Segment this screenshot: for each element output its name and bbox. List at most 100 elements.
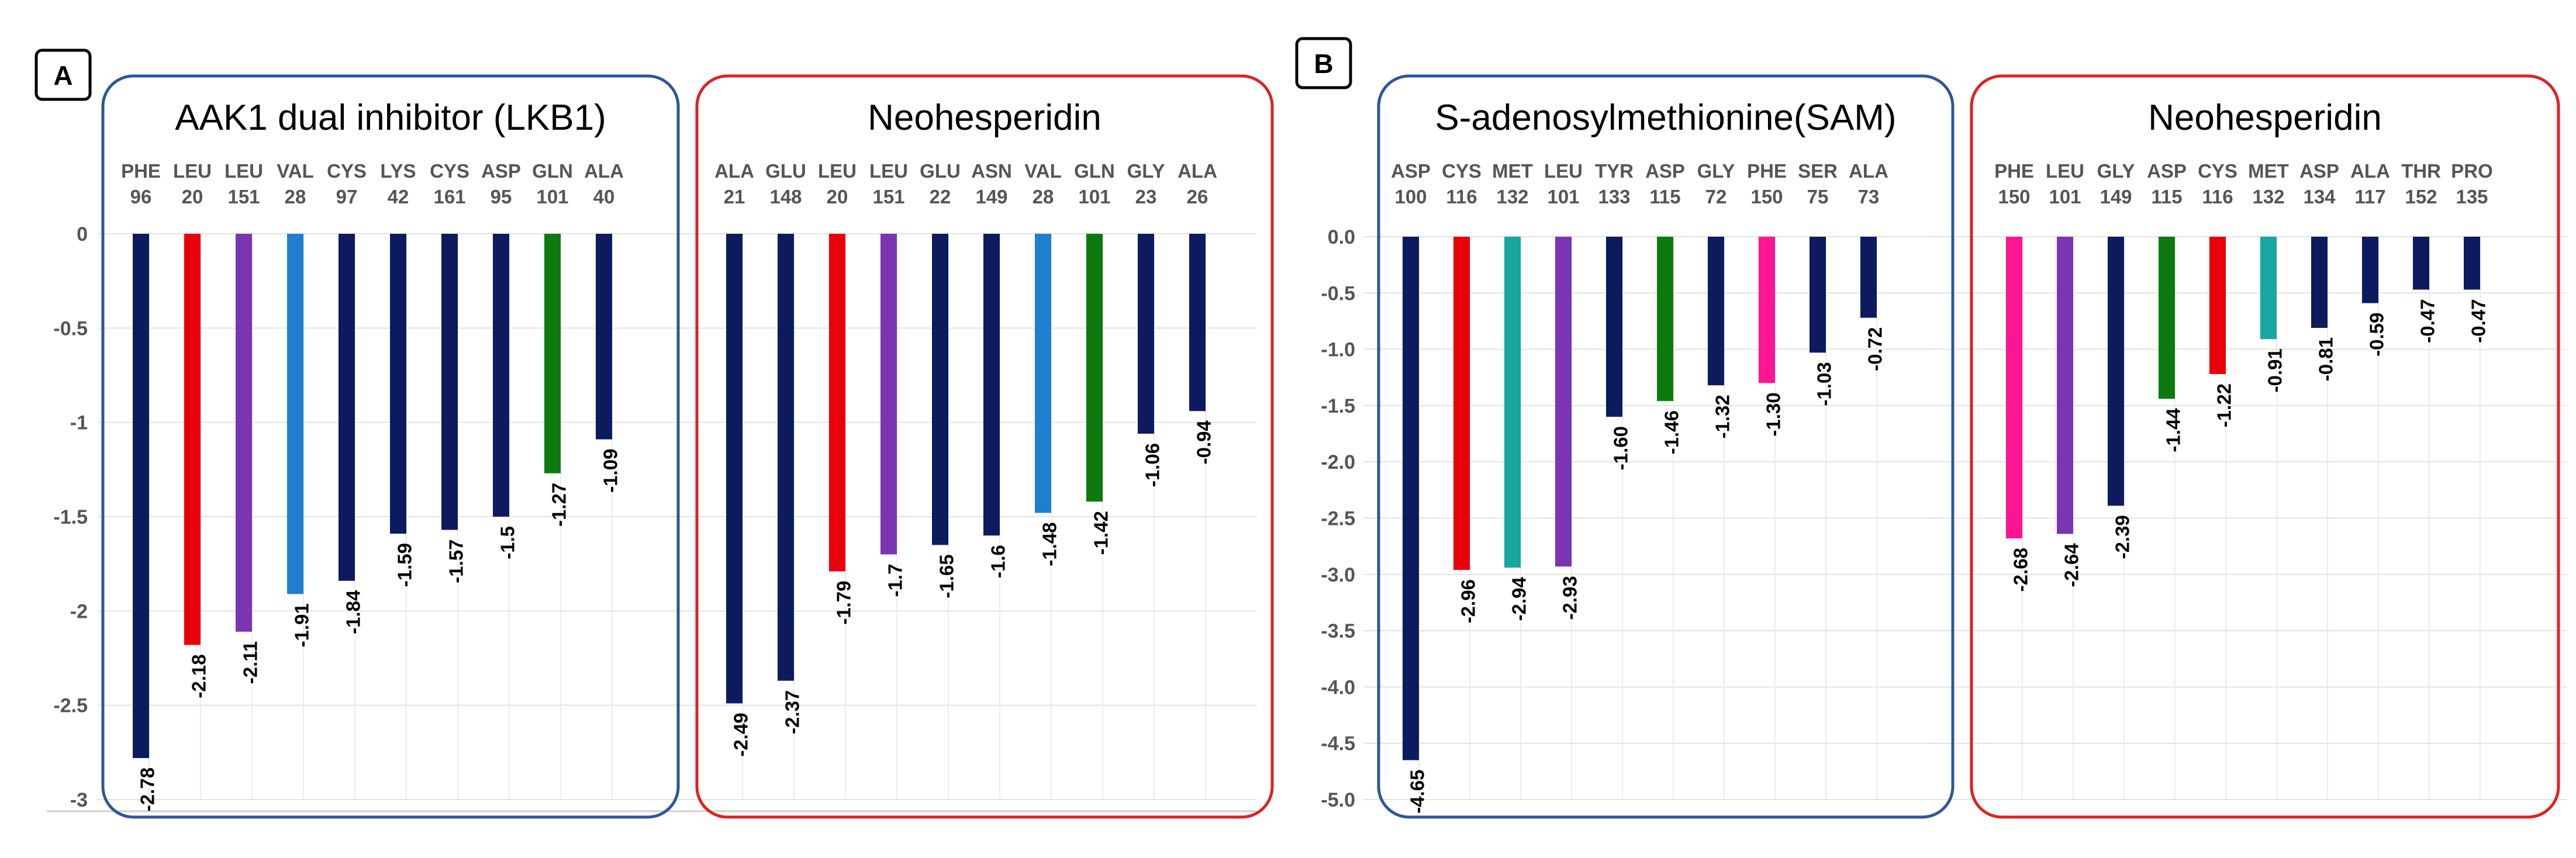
bar — [1860, 237, 1877, 318]
bar-value-label: -2.68 — [2010, 548, 2032, 591]
y-tick-label: 0.0 — [1328, 226, 1355, 248]
bar — [390, 234, 406, 534]
panel-a-label: A — [53, 60, 72, 91]
bar-value-label: -1.22 — [2214, 383, 2235, 427]
residue-number-label: 132 — [1496, 186, 1528, 207]
residue-number-label: 97 — [336, 186, 358, 207]
panel-a-y-axis: 0 -0.5 -1 -1.5 -2 -2.5 -3 — [53, 223, 88, 811]
bar — [339, 234, 355, 581]
y-tick-label: -3.0 — [1321, 564, 1355, 586]
residue-number-label: 72 — [1705, 186, 1727, 207]
y-tick-label: -1.5 — [1321, 395, 1355, 417]
bar-value-label: -0.72 — [1864, 327, 1886, 371]
bar-value-label: -1.59 — [394, 543, 416, 587]
residue-name-label: MET — [1492, 160, 1533, 182]
bar — [2159, 237, 2175, 399]
residue-number-label: 20 — [827, 186, 848, 207]
residue-number-label: 133 — [1598, 186, 1630, 207]
bar — [1555, 237, 1572, 567]
residue-name-label: PHE — [1747, 160, 1787, 182]
bar — [726, 234, 743, 704]
bar — [1035, 234, 1051, 513]
bar-value-label: -1.6 — [987, 545, 1009, 578]
residue-number-label: 152 — [2405, 186, 2437, 207]
residue-name-label: SER — [1798, 160, 1838, 182]
residue-name-label: LEU — [869, 160, 908, 182]
y-tick-label: -5.0 — [1321, 789, 1355, 811]
bar-value-label: -2.78 — [137, 767, 158, 811]
residue-number-label: 161 — [433, 186, 465, 207]
bar — [1504, 237, 1521, 568]
bar — [983, 234, 1000, 536]
residue-number-label: 95 — [491, 186, 512, 207]
residue-name-label: PHE — [1994, 160, 2034, 182]
residue-number-label: 42 — [388, 186, 409, 207]
residue-name-label: PRO — [2451, 160, 2493, 182]
residue-name-label: CYS — [2198, 160, 2237, 182]
panel-a-group-2-title: Neohesperidin — [868, 98, 1101, 138]
residue-number-label: 151 — [227, 186, 260, 207]
bar-value-label: -1.06 — [1142, 443, 1163, 487]
residue-name-label: ASP — [481, 160, 521, 182]
bar-value-label: -1.57 — [446, 539, 467, 583]
y-tick-label: -0.5 — [53, 317, 88, 340]
bar — [1086, 234, 1103, 502]
y-tick-label: -1.0 — [1321, 339, 1355, 361]
y-tick-label: -0.5 — [1321, 282, 1355, 305]
residue-name-label: GLY — [2097, 160, 2135, 182]
residue-name-label: LEU — [1544, 160, 1583, 182]
residue-name-label: ALA — [1177, 160, 1217, 182]
residue-number-label: 101 — [536, 186, 568, 207]
bar — [880, 234, 897, 555]
residue-number-label: 116 — [2202, 186, 2233, 207]
bar-value-label: -1.42 — [1090, 511, 1112, 555]
bar-value-label: -4.65 — [1407, 770, 1428, 814]
bar-value-label: -1.5 — [497, 526, 519, 559]
bar — [829, 234, 845, 572]
residue-name-label: GLY — [1127, 160, 1165, 182]
residue-name-label: GLU — [765, 160, 806, 182]
y-tick-label: -2.0 — [1321, 451, 1355, 473]
residue-name-label: ALA — [2350, 160, 2390, 182]
residue-name-label: LEU — [818, 160, 857, 182]
panel-a-group-2-frame — [695, 74, 1274, 819]
bar-value-label: -2.39 — [2112, 515, 2133, 559]
residue-number-label: 134 — [2303, 186, 2336, 207]
bar-value-label: -1.84 — [343, 590, 364, 634]
bar — [2464, 237, 2480, 290]
bar-value-label: -1.30 — [1763, 392, 1784, 436]
residue-number-label: 101 — [2049, 186, 2081, 207]
bar-value-label: -2.49 — [730, 712, 752, 756]
panel-b: B 0.0 -0.5 -1.0 -1.5 -2.0 -2.5 -3.0 -3.5 -4.0 -4.… — [1295, 37, 2567, 819]
panel-b-group-1-frame — [1377, 74, 1955, 819]
bar — [1453, 237, 1470, 570]
bar-value-label: -1.7 — [885, 564, 906, 597]
bar — [133, 234, 149, 759]
bar-value-label: -1.46 — [1661, 410, 1683, 454]
panel-b-group-2-frame — [1970, 74, 2560, 819]
bar — [1759, 237, 1775, 383]
bar-value-label: -1.03 — [1814, 362, 1835, 406]
panel-a-bars: PHE 96 -2.78 LEU 20 -2.18 LEU 151 -2.11 VAL 28 -1.9… — [121, 160, 1217, 811]
bar-value-label: -1.27 — [548, 483, 570, 527]
bar-value-label: -2.11 — [240, 641, 261, 684]
residue-number-label: 151 — [872, 186, 904, 207]
bar — [1189, 234, 1206, 411]
panel-a: A 0 -0.5 -1 -1.5 -2 -2.5 -3 AAK1 dual inhibito… — [34, 49, 1274, 819]
residue-number-label: 149 — [975, 186, 1007, 207]
bar-value-label: -1.48 — [1039, 523, 1061, 566]
bar-value-label: -2.64 — [2061, 543, 2083, 587]
residue-number-label: 73 — [1858, 186, 1880, 207]
residue-number-label: 21 — [724, 186, 745, 207]
bar-value-label: -1.79 — [833, 581, 855, 625]
residue-name-label: LEU — [225, 160, 263, 182]
bar — [596, 234, 612, 440]
bar — [184, 234, 201, 645]
residue-name-label: TYR — [1595, 160, 1634, 182]
bar-value-label: -0.94 — [1193, 420, 1215, 465]
residue-number-label: 96 — [130, 186, 152, 207]
bar — [544, 234, 561, 473]
residue-name-label: ASP — [2147, 160, 2187, 182]
residue-name-label: GLN — [532, 160, 573, 182]
bar-value-label: -1.60 — [1610, 426, 1632, 470]
